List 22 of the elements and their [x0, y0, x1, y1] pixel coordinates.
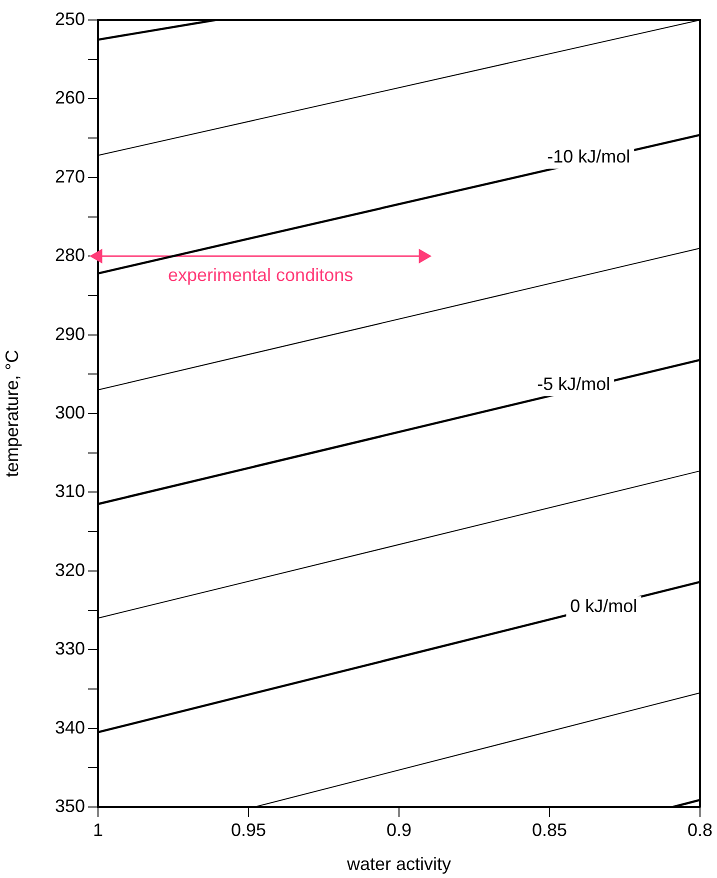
annotation: experimental conditons — [168, 265, 354, 286]
x-axis-title: water activity — [346, 854, 452, 874]
y-tick-label: 300 — [54, 402, 85, 422]
y-tick-label: 350 — [54, 796, 85, 816]
x-tick-label: 0.8 — [687, 820, 713, 840]
annotation: -5 kJ/mol — [537, 374, 610, 394]
y-tick-label: 280 — [54, 245, 85, 266]
annotation: 0 kJ/mol — [570, 596, 638, 616]
y-tick-label: 330 — [54, 638, 85, 659]
y-tick-label: 270 — [54, 166, 85, 186]
y-axis-title: temperature, °C — [2, 350, 22, 478]
y-tick-label: 260 — [54, 88, 85, 108]
x-tick-label: 0.9 — [386, 820, 412, 840]
x-tick-label: 0.95 — [230, 820, 266, 840]
y-tick-label: 250 — [54, 8, 85, 29]
y-tick-label: 320 — [54, 560, 85, 580]
annotation: -10 kJ/mol — [547, 146, 630, 167]
x-tick-label: 1 — [92, 820, 104, 840]
x-tick-label: 0.85 — [532, 820, 568, 840]
y-tick-label: 290 — [54, 324, 85, 344]
y-tick-label: 340 — [54, 717, 85, 738]
y-tick-label: 310 — [54, 481, 85, 502]
